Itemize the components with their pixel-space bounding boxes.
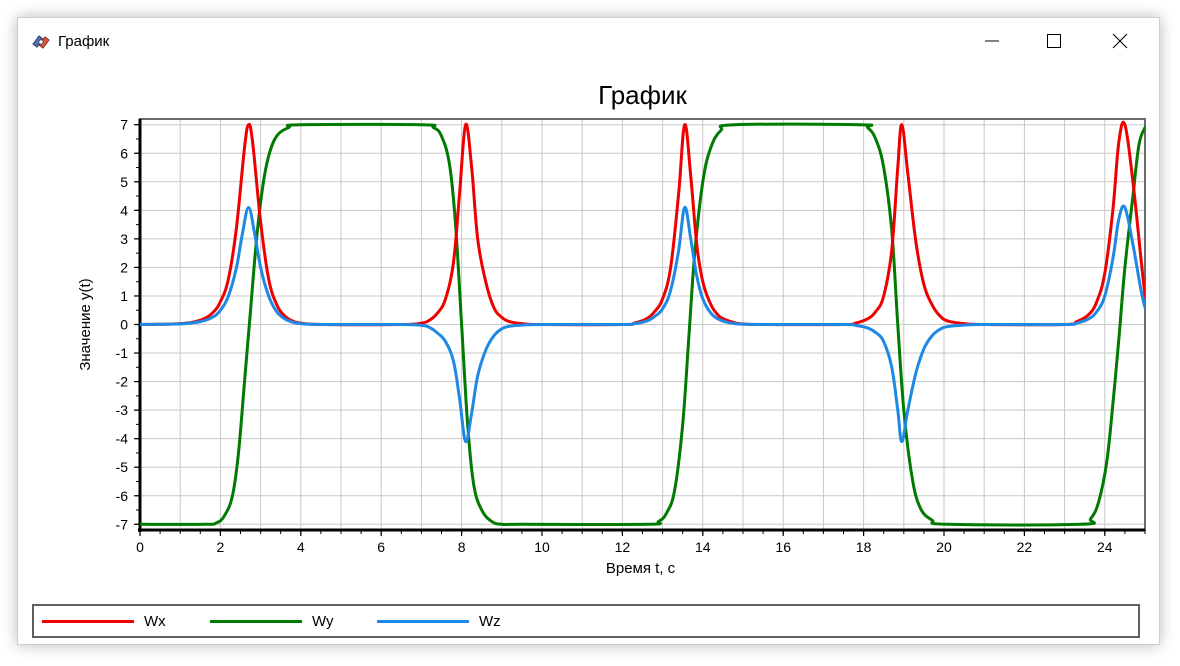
chart-area: График 0 2 4 6 8 10 12 14 16 18 20 22 24 -7 -6 -5 -4 -3 -2-… [18, 64, 1159, 644]
legend-label-wx: Wx [144, 613, 166, 630]
y-tick-label: -5 [116, 459, 129, 475]
x-tick-label: 14 [695, 539, 711, 555]
y-tick-label: 0 [120, 317, 128, 333]
window-title: График [58, 33, 110, 50]
y-tick-label: 4 [120, 202, 128, 218]
legend-label-wy: Wy [312, 613, 334, 630]
y-tick-label: 6 [120, 145, 128, 161]
y-tick-label: -1 [116, 345, 129, 361]
x-tick-label: 16 [775, 539, 791, 555]
x-axis-label: Время t, с [606, 560, 676, 577]
legend-swatch-wx [42, 620, 134, 623]
legend-item-wz: Wz [377, 606, 547, 636]
y-tick-label: -6 [116, 488, 129, 504]
x-tick-label: 22 [1017, 539, 1033, 555]
y-tick-label: 5 [120, 174, 128, 190]
x-tick-label: 8 [458, 539, 466, 555]
minimize-button[interactable] [969, 18, 1015, 64]
maximize-icon [1047, 34, 1061, 48]
y-tick-label: 1 [120, 288, 128, 304]
x-tick-label: 12 [615, 539, 631, 555]
chart-window: График График 0 2 4 6 8 10 12 14 16 18 20 22 24 -7 -6 -5… [17, 17, 1160, 645]
chart-title: График [598, 80, 687, 110]
legend-swatch-wz [377, 620, 469, 623]
y-tick-label: -3 [116, 402, 129, 418]
app-logo-icon [30, 31, 52, 51]
legend-label-wz: Wz [479, 613, 501, 630]
series-line-wz [140, 204, 1145, 444]
series-line-wx [140, 120, 1145, 327]
title-bar[interactable]: График [18, 18, 1159, 64]
y-tick-label: 2 [120, 259, 128, 275]
legend-item-wy: Wy [210, 606, 380, 636]
y-tick-label: 7 [120, 117, 128, 133]
x-tick-label: 20 [936, 539, 952, 555]
series-line-wy [140, 122, 1145, 527]
x-tick-label: 6 [377, 539, 385, 555]
y-tick-label: -7 [116, 516, 129, 532]
x-tick-label: 4 [297, 539, 305, 555]
x-tick-label: 24 [1097, 539, 1113, 555]
x-tick-label: 2 [217, 539, 225, 555]
y-tick-label: -2 [116, 374, 129, 390]
chart-legend: Wx Wy Wz [32, 604, 1140, 638]
legend-item-wx: Wx [42, 606, 212, 636]
y-tick-label: -4 [116, 431, 129, 447]
y-tick-label: 3 [120, 231, 128, 247]
legend-swatch-wy [210, 620, 302, 623]
x-tick-label: 18 [856, 539, 872, 555]
x-tick-label: 0 [136, 539, 144, 555]
close-button[interactable] [1097, 18, 1143, 64]
x-tick-label: 10 [534, 539, 550, 555]
minimize-icon [985, 40, 999, 42]
maximize-button[interactable] [1031, 18, 1077, 64]
close-icon [1112, 33, 1128, 49]
y-axis-label: Значение y(t) [77, 278, 94, 370]
